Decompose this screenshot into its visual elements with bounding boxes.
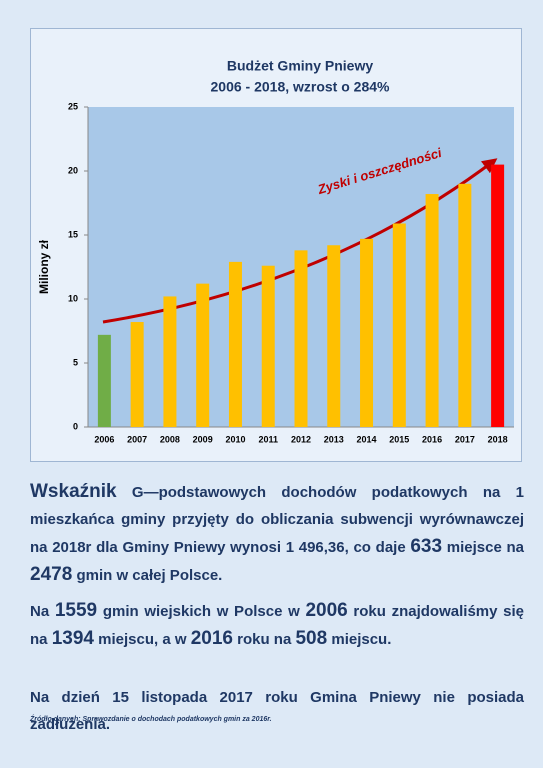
bar bbox=[327, 245, 341, 427]
bar bbox=[458, 183, 472, 427]
bar bbox=[360, 238, 374, 427]
x-tick-label: 2007 bbox=[127, 434, 147, 444]
x-tick-label: 2013 bbox=[324, 434, 344, 444]
text-segment: G—podstawowych dochodów podatkowych na 1… bbox=[30, 484, 524, 556]
x-tick-label: 2014 bbox=[357, 434, 377, 444]
trend-arrow bbox=[102, 158, 498, 324]
bar bbox=[228, 261, 242, 427]
x-tick-label: 2018 bbox=[488, 434, 508, 444]
source-note: Źródło danych: Sprawozdanie o dochodach … bbox=[30, 716, 272, 723]
y-axis-label: Miliony zł bbox=[37, 239, 51, 294]
x-tick-label: 2009 bbox=[193, 434, 213, 444]
bar bbox=[196, 283, 210, 427]
y-tick-label: 5 bbox=[73, 357, 78, 367]
text-segment: 2006 bbox=[305, 600, 348, 621]
text-segment: gmin w całej Polsce. bbox=[72, 567, 223, 584]
paragraph: Na 1559 gmin wiejskich w Polsce w 2006 r… bbox=[30, 597, 524, 653]
y-tick-label: 15 bbox=[68, 229, 78, 239]
text-segment: roku znajdowaliśmy się na bbox=[30, 603, 524, 648]
bar bbox=[425, 194, 439, 427]
text-segment: Na dzień 15 listopada 2017 roku Gmina Pn… bbox=[30, 689, 524, 733]
text-segment: roku na bbox=[232, 631, 296, 648]
x-tick-label: 2016 bbox=[422, 434, 442, 444]
chart-subtitle: 2006 - 2018, wzrost o 284% bbox=[211, 79, 391, 95]
bar bbox=[294, 250, 308, 427]
text-segment: Na bbox=[30, 603, 55, 620]
paragraph: Na dzień 15 listopada 2017 roku Gmina Pn… bbox=[30, 684, 524, 738]
text-segment: 1559 bbox=[54, 600, 98, 621]
y-tick-label: 20 bbox=[68, 165, 78, 175]
text-segment: gmin wiejskich w Polsce w bbox=[97, 603, 306, 620]
y-tick-label: 0 bbox=[73, 421, 78, 431]
x-tick-label: 2008 bbox=[160, 434, 180, 444]
bar bbox=[392, 223, 406, 427]
bar bbox=[491, 164, 505, 427]
bar bbox=[163, 296, 177, 427]
text-segment: 633 bbox=[410, 536, 443, 557]
bar bbox=[261, 265, 275, 427]
y-tick-label: 10 bbox=[68, 293, 78, 303]
chart-title: Budżet Gminy Pniewy bbox=[227, 58, 373, 74]
text-segment: miejsce na bbox=[442, 539, 524, 556]
x-tick-label: 2006 bbox=[94, 434, 114, 444]
bar bbox=[97, 334, 111, 427]
x-tick-label: 2011 bbox=[258, 434, 278, 444]
x-tick-label: 2017 bbox=[455, 434, 475, 444]
x-tick-label: 2010 bbox=[225, 434, 245, 444]
chart: Budżet Gminy Pniewy 2006 - 2018, wzrost … bbox=[37, 58, 514, 444]
x-tick-label: 2012 bbox=[291, 434, 311, 444]
text-segment: 2478 bbox=[30, 564, 73, 585]
bar bbox=[130, 322, 144, 427]
text-segment: miejscu. bbox=[327, 631, 392, 648]
text-segment: 2016 bbox=[190, 628, 233, 649]
paragraph: Wskaźnik G—podstawowych dochodów podatko… bbox=[30, 478, 524, 589]
x-tick-label: 2015 bbox=[389, 434, 409, 444]
text-segment: 508 bbox=[295, 628, 328, 649]
text-segment: miejscu, a w bbox=[93, 631, 191, 648]
y-tick-label: 25 bbox=[68, 101, 78, 111]
text-segment: 1394 bbox=[51, 628, 94, 649]
text-segment: Wskaźnik bbox=[30, 481, 117, 502]
